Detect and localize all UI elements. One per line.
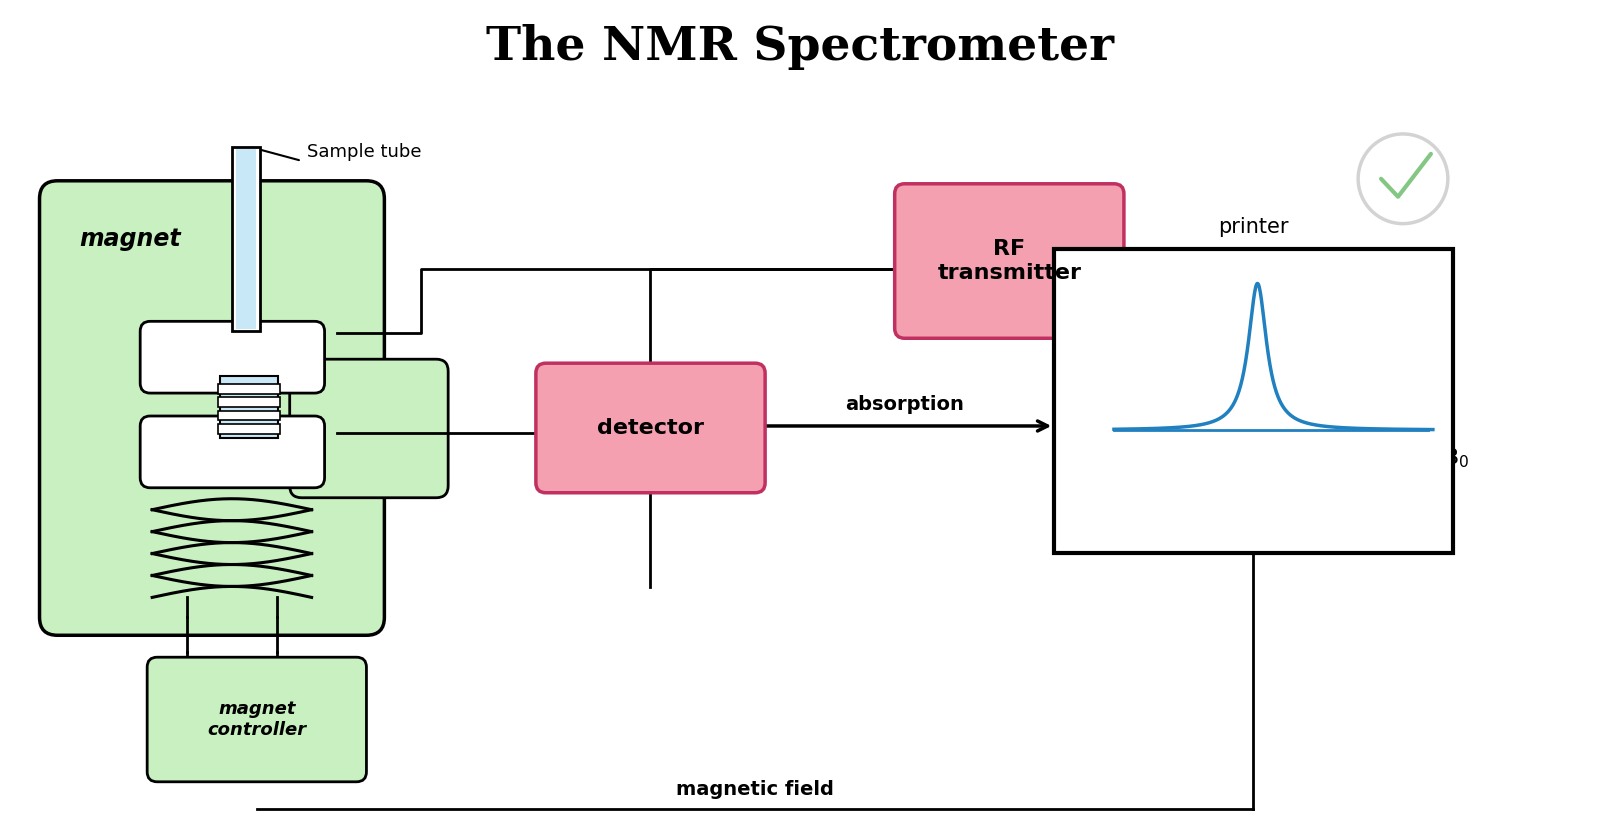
FancyBboxPatch shape: [141, 416, 325, 488]
Text: magnet: magnet: [80, 226, 181, 251]
Text: Sample tube: Sample tube: [307, 142, 421, 161]
Bar: [218, 384, 280, 394]
Bar: [235, 149, 256, 329]
Bar: [232, 147, 259, 331]
FancyBboxPatch shape: [40, 181, 384, 635]
FancyBboxPatch shape: [141, 321, 325, 393]
Text: The NMR Spectrometer: The NMR Spectrometer: [486, 24, 1114, 70]
Text: magnetic field: magnetic field: [677, 779, 834, 799]
Bar: [218, 424, 280, 434]
Bar: [218, 397, 280, 407]
FancyBboxPatch shape: [290, 360, 448, 498]
Text: detector: detector: [597, 418, 704, 438]
Bar: [218, 411, 280, 421]
FancyBboxPatch shape: [536, 363, 765, 493]
Text: magnet
controller: magnet controller: [208, 700, 306, 739]
Text: absorption: absorption: [845, 395, 965, 414]
Text: printer: printer: [1218, 216, 1288, 236]
Bar: [219, 376, 278, 438]
Bar: [1054, 249, 1453, 552]
Text: B$_0$: B$_0$: [1443, 446, 1469, 469]
Text: RF
transmitter: RF transmitter: [938, 240, 1082, 282]
FancyBboxPatch shape: [147, 657, 366, 782]
FancyBboxPatch shape: [894, 184, 1123, 339]
